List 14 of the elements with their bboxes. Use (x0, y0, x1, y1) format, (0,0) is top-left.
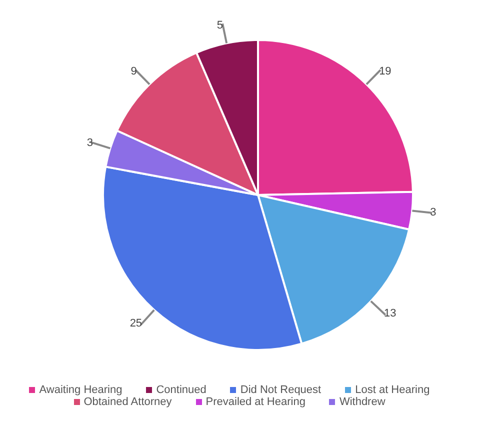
legend-label: Did Not Request (240, 384, 322, 396)
legend-label: Awaiting Hearing (39, 384, 122, 396)
legend-label: Prevailed at Hearing (206, 396, 306, 408)
data-label: 5 (216, 20, 223, 32)
data-label: 25 (130, 317, 142, 330)
legend-label: Continued (156, 384, 206, 396)
legend-label: Withdrew (339, 396, 386, 408)
data-label: 3 (86, 136, 94, 149)
legend-label: Obtained Attorney (84, 396, 172, 408)
data-label: 9 (130, 65, 137, 78)
data-label: 3 (430, 206, 436, 219)
data-label: 19 (379, 65, 392, 78)
legend-label: Lost at Hearing (355, 384, 430, 396)
data-label: 13 (384, 308, 396, 320)
